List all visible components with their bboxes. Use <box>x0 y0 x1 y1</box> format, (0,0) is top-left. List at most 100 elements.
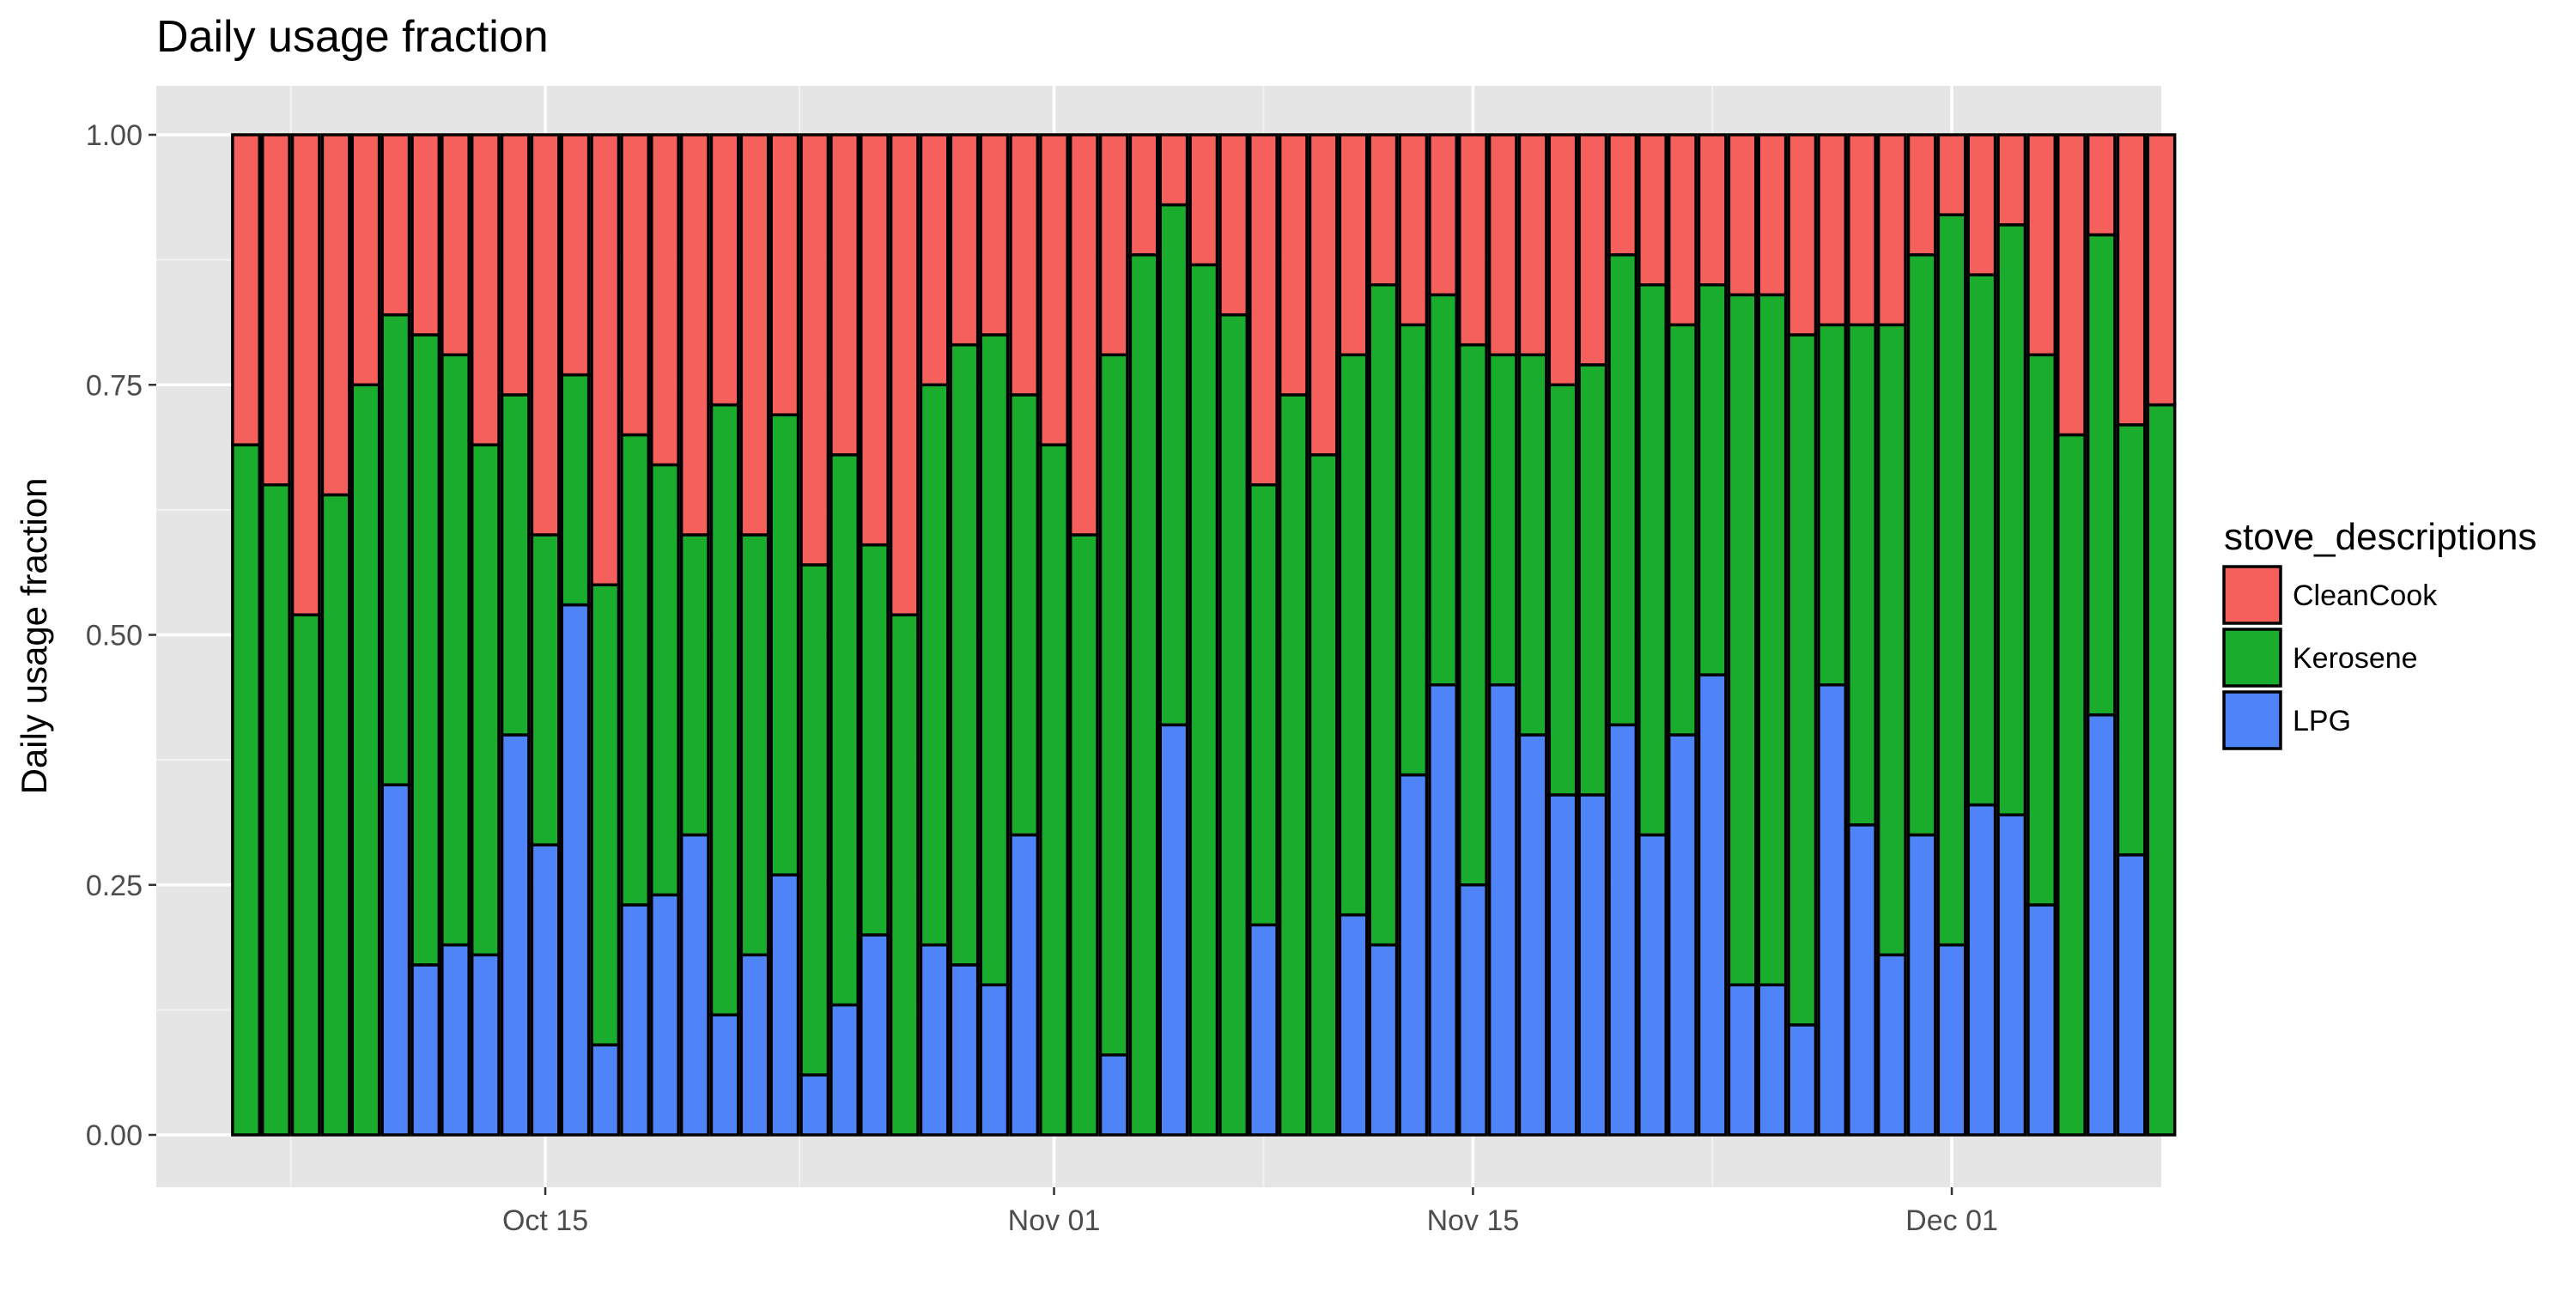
bar-segment-kerosene <box>739 533 770 957</box>
bar-segment-kerosene <box>859 543 890 937</box>
bar-segment-cleancook <box>380 133 411 317</box>
bar-segment-lpg <box>2116 853 2147 1137</box>
bar-segment-cleancook <box>979 133 1010 337</box>
bar-segment-kerosene <box>1817 323 1848 687</box>
bar-segment-lpg <box>769 873 800 1137</box>
bar-segment-lpg <box>1458 883 1488 1137</box>
y-tick-label: 0.75 <box>86 369 143 402</box>
bar-segment-lpg <box>1667 733 1698 1137</box>
bar-segment-cleancook <box>829 133 860 457</box>
bar-segment-kerosene <box>1249 483 1279 927</box>
bar-segment-cleancook <box>1188 133 1219 267</box>
bar-segment-lpg <box>1547 793 1578 1137</box>
legend-title: stove_descriptions <box>2224 516 2537 558</box>
bar-segment-kerosene <box>1308 453 1339 1137</box>
bar-segment-lpg <box>1398 773 1429 1137</box>
bar-segment-lpg <box>859 933 890 1137</box>
bar-segment-kerosene <box>949 343 980 967</box>
bar-segment-kerosene <box>1966 273 1997 807</box>
bar-segment-lpg <box>679 833 710 1137</box>
bar-segment-kerosene <box>2057 433 2087 1137</box>
bar-segment-kerosene <box>1158 203 1189 727</box>
bar-segment-kerosene <box>1098 353 1129 1057</box>
bar-segment-kerosene <box>679 533 710 837</box>
bar-segment-kerosene <box>1667 323 1698 737</box>
bar-segment-cleancook <box>1847 133 1877 327</box>
x-tick-label: Nov 15 <box>1427 1204 1520 1237</box>
bar-segment-kerosene <box>1577 363 1608 797</box>
y-tick-label: 0.25 <box>86 870 143 902</box>
bar-segment-cleancook <box>1906 133 1937 257</box>
bar-segment-cleancook <box>1817 133 1848 327</box>
bar-segment-lpg <box>1158 723 1189 1137</box>
bar-segment-kerosene <box>829 453 860 1007</box>
bar-segment-lpg <box>650 893 680 1137</box>
bar-segment-kerosene <box>650 463 680 897</box>
bar-segment-cleancook <box>1697 133 1728 287</box>
legend-key-cleancook <box>2222 565 2282 625</box>
bar-segment-cleancook <box>231 133 261 446</box>
bar-segment-kerosene <box>1218 312 1249 1137</box>
bar-segment-cleancook <box>650 133 680 467</box>
bar-segment-lpg <box>1787 1023 1818 1137</box>
bar-segment-kerosene <box>1398 323 1429 777</box>
bar-segment-cleancook <box>350 133 381 386</box>
bar-segment-kerosene <box>1338 353 1369 917</box>
bar-segment-cleancook <box>470 133 501 446</box>
bar-segment-kerosene <box>1039 443 1069 1137</box>
bar-segment-cleancook <box>1727 133 1758 297</box>
bar-segment-cleancook <box>500 133 531 397</box>
bar-segment-cleancook <box>679 133 710 537</box>
y-tick-label: 0.00 <box>86 1119 143 1152</box>
bar-segment-kerosene <box>1906 253 1937 837</box>
bar-segment-kerosene <box>2146 403 2177 1137</box>
bar-segment-lpg <box>410 963 441 1137</box>
bar-segment-cleancook <box>620 133 651 437</box>
bar-segment-kerosene <box>1697 283 1728 676</box>
legend-key-lpg <box>2222 690 2282 750</box>
bar-segment-kerosene <box>1757 293 1788 986</box>
bar-segment-kerosene <box>979 333 1010 986</box>
bar-segment-cleancook <box>709 133 740 407</box>
bar-segment-lpg <box>1817 683 1848 1137</box>
bar-segment-lpg <box>1428 683 1459 1137</box>
bar-segment-lpg <box>380 783 411 1137</box>
bar-segment-kerosene <box>1368 283 1399 947</box>
bar-segment-kerosene <box>889 613 920 1137</box>
bar-segment-kerosene <box>1188 263 1219 1137</box>
bar-segment-cleancook <box>2057 133 2087 437</box>
bar-segment-cleancook <box>1009 133 1040 397</box>
bar-segment-lpg <box>1697 673 1728 1137</box>
legend-label-lpg: LPG <box>2293 705 2351 737</box>
bar-segment-cleancook <box>2116 133 2147 427</box>
bar-segment-cleancook <box>1398 133 1429 327</box>
bar-segment-cleancook <box>320 133 351 497</box>
bar-segment-kerosene <box>231 443 261 1137</box>
bar-segment-cleancook <box>1667 133 1698 327</box>
bar-segment-cleancook <box>1547 133 1578 386</box>
bar-segment-lpg <box>1637 833 1668 1137</box>
bar-segment-cleancook <box>1876 133 1907 327</box>
bar-segment-kerosene <box>440 353 471 947</box>
bar-segment-lpg <box>1906 833 1937 1137</box>
bar-segment-cleancook <box>1966 133 1997 276</box>
bar-segment-cleancook <box>1128 133 1159 257</box>
bar-segment-kerosene <box>620 433 651 907</box>
bar-segment-kerosene <box>2116 423 2147 857</box>
bar-segment-cleancook <box>1787 133 1818 337</box>
legend: stove_descriptions CleanCook Kerosene LPG <box>2222 516 2537 750</box>
bar-segment-kerosene <box>320 493 351 1137</box>
bar-segment-lpg <box>1847 823 1877 1137</box>
bar-segment-kerosene <box>919 383 950 947</box>
bar-segment-kerosene <box>1068 533 1099 1137</box>
bar-segment-lpg <box>2086 713 2117 1137</box>
bar-segment-kerosene <box>769 413 800 876</box>
bar-segment-lpg <box>1487 683 1518 1137</box>
bar-segment-cleancook <box>410 133 441 337</box>
legend-label-kerosene: Kerosene <box>2293 642 2418 675</box>
bar-segment-lpg <box>440 943 471 1137</box>
bars <box>231 133 2177 1137</box>
y-axis: 0.00 0.25 0.50 0.75 1.00 <box>86 119 156 1152</box>
bar-segment-kerosene <box>1787 333 1818 1027</box>
bar-segment-kerosene <box>1996 223 2027 816</box>
